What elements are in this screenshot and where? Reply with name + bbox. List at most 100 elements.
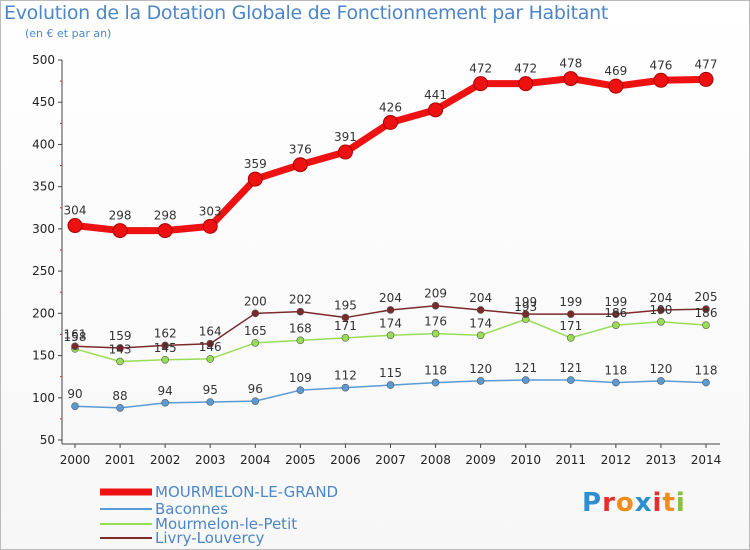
data-point — [386, 306, 395, 314]
data-label: 195 — [334, 299, 357, 313]
y-tick-label: 350 — [32, 180, 55, 194]
data-label: 205 — [695, 290, 718, 304]
data-point — [157, 223, 173, 239]
data-point — [206, 398, 215, 406]
data-label: 94 — [158, 384, 173, 398]
x-tick-label: 2011 — [556, 453, 587, 467]
data-label: 109 — [289, 371, 312, 385]
data-point — [521, 376, 530, 384]
legend-label: Mourmelon-le-Petit — [155, 515, 297, 533]
data-point — [112, 223, 128, 239]
data-label: 171 — [334, 319, 357, 333]
data-point — [476, 331, 485, 340]
y-tick-label: 200 — [32, 306, 55, 320]
data-point — [206, 339, 215, 348]
data-label: 118 — [424, 364, 447, 378]
data-point — [296, 307, 305, 316]
data-label: 165 — [244, 324, 267, 338]
data-point — [386, 381, 395, 389]
y-tick-label: 50 — [40, 433, 55, 447]
data-label: 88 — [112, 389, 127, 403]
data-point — [161, 341, 169, 350]
x-tick-label: 2009 — [465, 453, 496, 467]
x-tick-label: 2014 — [691, 453, 722, 467]
data-point — [657, 317, 665, 326]
y-tick-label: 250 — [32, 264, 55, 278]
data-point — [161, 355, 169, 364]
x-tick-label: 2010 — [510, 453, 541, 467]
data-point — [702, 378, 710, 387]
data-point — [341, 334, 350, 342]
data-label: 199 — [514, 295, 537, 309]
axes: 50 100 150 200 250 300 350 400 450 500 2000 2001 200… — [32, 53, 721, 467]
data-label: 146 — [199, 340, 222, 354]
data-point — [518, 76, 534, 92]
data-point — [116, 344, 124, 352]
y-tick-label: 500 — [32, 53, 55, 67]
data-point — [116, 404, 124, 412]
data-label: 391 — [334, 130, 357, 144]
data-point — [608, 78, 624, 94]
data-label: 186 — [604, 306, 627, 320]
data-point — [476, 306, 485, 314]
data-point — [341, 313, 350, 322]
data-label: 90 — [67, 387, 82, 401]
data-point — [296, 336, 305, 345]
data-point — [71, 342, 79, 351]
logo-letter: r — [602, 488, 616, 518]
data-label: 190 — [649, 303, 672, 317]
logo-letter: P — [582, 488, 603, 518]
data-point — [566, 310, 575, 318]
data-point — [296, 386, 305, 394]
y-tick-label: 400 — [32, 137, 55, 151]
data-point — [202, 218, 218, 234]
x-tick-label: 2003 — [195, 453, 226, 467]
data-label: 171 — [559, 319, 582, 333]
data-point — [566, 334, 575, 342]
proxiti-logo: Proxiti — [582, 488, 686, 518]
logo-letter: i — [675, 488, 686, 518]
legend-label: MOURMELON-LE-GRAND — [155, 483, 338, 501]
data-label: 469 — [604, 64, 627, 78]
data-point — [71, 402, 79, 411]
data-label: 202 — [289, 293, 312, 307]
data-point — [431, 329, 440, 338]
data-label: 112 — [334, 369, 357, 383]
data-point — [161, 399, 169, 407]
x-tick-label: 2005 — [285, 453, 316, 467]
data-label: 161 — [64, 327, 87, 341]
data-label: 441 — [424, 88, 447, 102]
logo-letter: o — [615, 488, 635, 518]
legend-label: Livry-Louvercy — [155, 529, 265, 547]
logo-letter: x — [634, 488, 653, 518]
data-label: 174 — [469, 316, 492, 330]
legend-label: Baconnes — [155, 500, 228, 518]
data-point — [563, 71, 579, 87]
data-label: 200 — [244, 294, 267, 308]
data-label: 376 — [289, 143, 312, 157]
series-layer — [67, 71, 714, 412]
legend: MOURMELON-LE-GRANDBaconnesMourmelon-le-P… — [100, 483, 338, 547]
data-label: 95 — [203, 383, 218, 397]
data-label: 209 — [424, 287, 447, 301]
y-tick-label: 300 — [32, 222, 55, 236]
data-point — [657, 306, 665, 314]
data-label: 164 — [199, 325, 222, 339]
data-label: 168 — [289, 321, 312, 335]
data-label: 176 — [424, 315, 447, 329]
x-tick-label: 2001 — [105, 453, 136, 467]
y-tick-label: 100 — [32, 391, 55, 405]
data-label: 359 — [244, 157, 267, 171]
data-labels-layer: 90 88 94 95 96 109 112 115 118 120 121 121 118 120 118… — [64, 57, 718, 403]
chart-subtitle: (en € et par an) — [25, 27, 112, 40]
data-point — [116, 357, 124, 366]
data-label: 472 — [514, 62, 537, 76]
data-point — [612, 310, 620, 318]
logo-letter: t — [662, 488, 676, 518]
data-label: 303 — [199, 204, 222, 218]
x-tick-label: 2007 — [375, 453, 406, 467]
data-label: 478 — [559, 57, 582, 71]
y-tick-label: 150 — [32, 349, 55, 363]
data-point — [653, 72, 669, 88]
